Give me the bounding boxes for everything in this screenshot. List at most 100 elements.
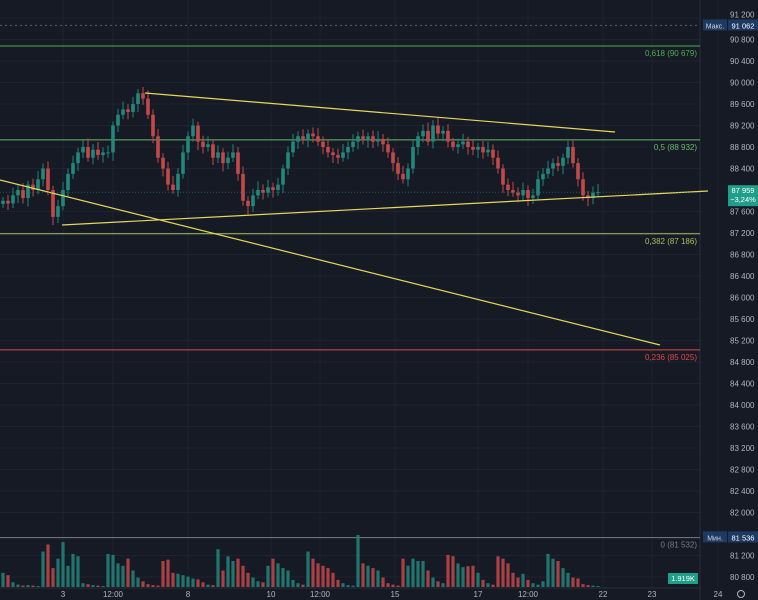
- candle-body: [511, 190, 515, 193]
- volume-bar: [281, 568, 285, 587]
- volume-bar: [251, 577, 255, 587]
- gear-icon[interactable]: [737, 590, 745, 598]
- min-price-badge-value: 81 536: [732, 533, 755, 542]
- candle-body: [286, 152, 290, 169]
- candle-body: [441, 130, 445, 134]
- volume-bar: [211, 585, 215, 587]
- candle-body: [386, 144, 390, 153]
- candle-body: [491, 149, 495, 158]
- volume-bar: [301, 584, 305, 587]
- volume-bar: [106, 553, 110, 587]
- price-tick-label: 87 600: [730, 208, 755, 217]
- candle-body: [346, 147, 350, 153]
- candle-body: [431, 125, 435, 142]
- volume-bar: [86, 584, 90, 587]
- candle-body: [566, 147, 570, 158]
- candle-body: [146, 98, 150, 115]
- last-price-value: 87 959: [732, 186, 755, 195]
- volume-bar: [16, 584, 20, 587]
- volume-bar: [101, 586, 105, 587]
- time-tick-label: 10: [267, 590, 276, 599]
- candle-body: [311, 133, 315, 137]
- candle-body: [456, 144, 460, 147]
- volume-bar: [361, 563, 365, 587]
- price-tick-label: 86 000: [730, 294, 755, 303]
- volume-bar: [51, 568, 55, 587]
- candle-body: [351, 141, 355, 147]
- candle-body: [271, 187, 275, 190]
- volume-bar: [381, 577, 385, 587]
- candle-body: [396, 163, 400, 174]
- price-tick-label: 89 200: [730, 122, 755, 131]
- price-tick-label: 85 200: [730, 337, 755, 346]
- candle-body: [71, 163, 75, 174]
- candle-body: [476, 147, 480, 150]
- volume-bar: [441, 583, 445, 587]
- volume-bar: [131, 570, 135, 587]
- candle-body: [561, 157, 565, 166]
- candle-body: [291, 141, 295, 153]
- candle-body: [11, 195, 15, 204]
- volume-bar: [331, 572, 335, 587]
- candle-body: [336, 155, 340, 158]
- max-price-badge-label: Макс.: [706, 23, 724, 30]
- time-tick-label: 12:00: [310, 590, 331, 599]
- price-tick-label: 88 400: [730, 165, 755, 174]
- volume-bar: [176, 573, 180, 587]
- volume-bar: [196, 579, 200, 587]
- volume-bar: [461, 567, 465, 587]
- candle-body: [1, 200, 5, 204]
- volume-bar: [166, 559, 170, 587]
- candle-body: [91, 149, 95, 158]
- fib-level-label: 0,618 (90 679): [645, 49, 697, 58]
- volume-bar: [151, 585, 155, 587]
- volume-bar: [346, 585, 350, 587]
- volume-bar: [576, 578, 580, 587]
- candle-body: [111, 125, 115, 153]
- volume-bar: [311, 558, 315, 587]
- volume-bar: [591, 585, 595, 587]
- volume-bar: [181, 575, 185, 587]
- volume-bar: [571, 577, 575, 587]
- candle-body: [166, 168, 170, 185]
- volume-bar: [221, 570, 225, 587]
- volume-bar: [561, 568, 565, 587]
- volume-bar: [326, 568, 330, 587]
- time-tick-label: 8: [186, 590, 191, 599]
- volume-bar: [386, 583, 390, 587]
- candle-body: [516, 192, 520, 196]
- volume-bar: [141, 581, 145, 587]
- candle-body: [6, 200, 10, 204]
- candle-body: [341, 152, 345, 158]
- candle-body: [401, 173, 405, 180]
- price-tick-label: 82 400: [730, 487, 755, 496]
- volume-bar: [411, 558, 415, 587]
- candle-body: [136, 93, 140, 104]
- time-tick-label: 24: [714, 590, 723, 599]
- volume-bar: [111, 554, 115, 587]
- last-price-badge: [728, 185, 758, 207]
- candle-body: [411, 147, 415, 169]
- candle-body: [121, 109, 125, 115]
- candle-body: [551, 163, 555, 169]
- candle-body: [106, 152, 110, 154]
- candle-body: [161, 157, 165, 169]
- price-tick-label: 83 600: [730, 423, 755, 432]
- candle-body: [316, 136, 320, 142]
- trend-line: [61, 190, 709, 226]
- volume-bar: [501, 558, 505, 587]
- volume-bar: [246, 572, 250, 587]
- candle-body: [301, 136, 305, 139]
- candle-body: [186, 136, 190, 153]
- volume-bar: [486, 583, 490, 587]
- candle-body: [81, 147, 85, 153]
- candle-body: [66, 173, 70, 190]
- volume-bar: [536, 584, 540, 587]
- volume-bar: [426, 570, 430, 587]
- volume-bar: [21, 585, 25, 587]
- candle-body: [231, 152, 235, 158]
- volume-bar: [226, 556, 230, 587]
- time-tick-label: 15: [391, 590, 400, 599]
- fib-level-label: 0,5 (88 932): [654, 143, 697, 152]
